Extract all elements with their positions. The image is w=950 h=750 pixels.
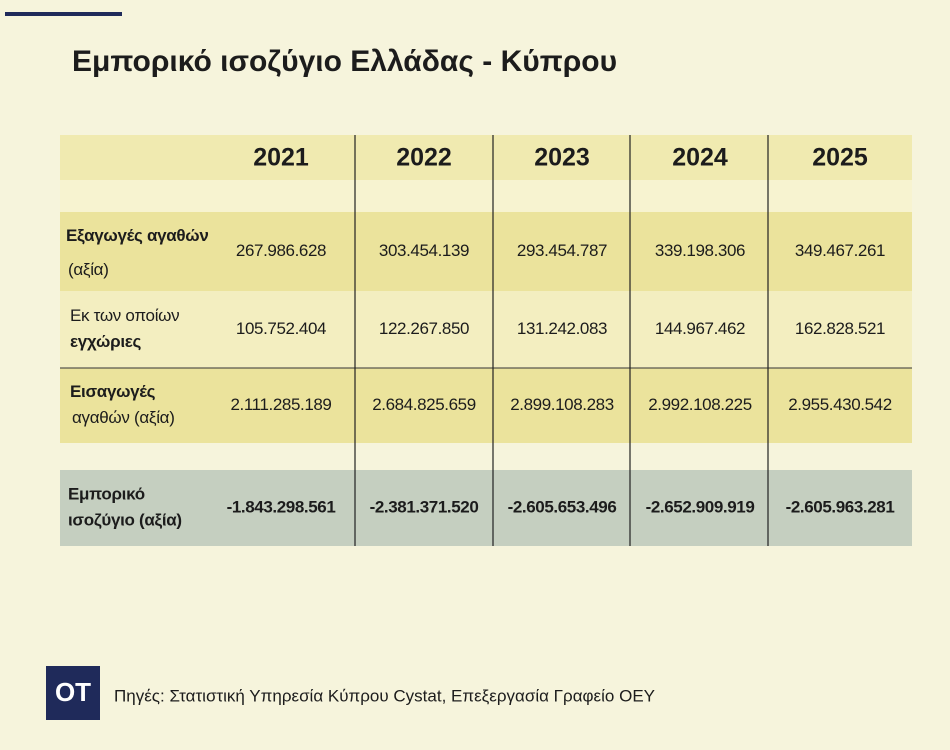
cell-value: 2.111.285.189	[231, 395, 332, 414]
row-label: Εκ των οποίων	[70, 306, 179, 325]
cell-value: 2.955.430.542	[788, 395, 892, 414]
cell-value: 131.242.083	[517, 319, 607, 338]
row-band	[60, 470, 912, 546]
year-header: 2023	[534, 144, 590, 172]
top-rule	[5, 12, 122, 16]
cell-value: 339.198.306	[655, 241, 745, 260]
cell-value: -1.843.298.561	[227, 497, 336, 516]
cell-value: 122.267.850	[379, 319, 469, 338]
header-band	[60, 135, 912, 180]
cell-value: 2.899.108.283	[510, 395, 614, 414]
row-band	[60, 368, 912, 443]
row-label: Εμπορικό	[68, 484, 145, 503]
row-band	[60, 291, 912, 368]
cell-value: -2.605.963.281	[786, 497, 895, 516]
row-label: Εισαγωγές	[70, 382, 156, 401]
cell-value: -2.652.909.919	[646, 497, 755, 516]
row-label: αγαθών (αξία)	[72, 408, 175, 427]
row-label: ισοζύγιο (αξία)	[68, 510, 182, 529]
row-label: εγχώριες	[70, 332, 142, 351]
cell-value: 105.752.404	[236, 319, 326, 338]
row-label: (αξία)	[68, 260, 109, 279]
cell-value: 349.467.261	[795, 241, 885, 260]
year-header: 2025	[812, 144, 868, 172]
logo-box	[46, 666, 100, 720]
year-header: 2024	[672, 144, 728, 172]
cell-value: -2.605.653.496	[508, 497, 617, 516]
cell-value: 162.828.521	[795, 319, 885, 338]
source: Πηγές: Στατιστική Υπηρεσία Κύπρου Cystat…	[114, 686, 655, 705]
title: Εμπορικό ισοζύγιο Ελλάδας - Κύπρου	[72, 45, 617, 78]
cell-value: 144.967.462	[655, 319, 745, 338]
cell-value: -2.381.371.520	[370, 497, 479, 516]
row-band	[60, 212, 912, 291]
row-label: Εξαγωγές αγαθών	[66, 226, 209, 245]
cell-value: 2.684.825.659	[372, 395, 476, 414]
cell-value: 2.992.108.225	[648, 395, 752, 414]
cell-value: 303.454.139	[379, 241, 469, 260]
spacer-band	[60, 180, 912, 212]
logo: OT	[55, 677, 91, 707]
year-header: 2022	[396, 144, 452, 172]
cell-value: 267.986.628	[236, 241, 326, 260]
year-header: 2021	[253, 144, 309, 172]
cell-value: 293.454.787	[517, 241, 607, 260]
